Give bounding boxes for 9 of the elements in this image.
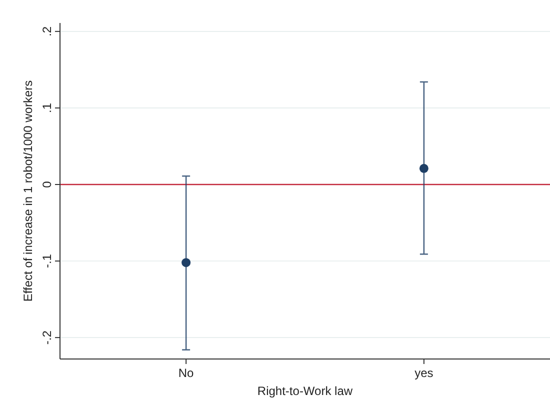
y-axis-title: Effect of increase in 1 robot/1000 workers [21, 80, 35, 302]
x-tick-label: yes [414, 366, 434, 380]
y-tick-label: -.2 [40, 330, 54, 345]
y-tick-label: .1 [40, 102, 54, 113]
y-tick-label: -.1 [40, 254, 54, 268]
x-axis-title: Right-to-Work law [257, 384, 353, 398]
y-tick-label: .2 [40, 26, 54, 36]
x-tick-label: No [178, 366, 194, 380]
y-tick-label: 0 [40, 180, 54, 188]
